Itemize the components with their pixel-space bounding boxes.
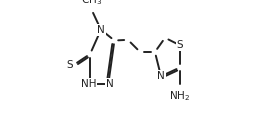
Text: NH: NH — [81, 79, 96, 89]
Text: CH$_3$: CH$_3$ — [81, 0, 102, 7]
Text: N: N — [97, 25, 105, 35]
Text: S: S — [66, 60, 73, 70]
Text: NH$_2$: NH$_2$ — [169, 89, 191, 103]
Text: N: N — [157, 71, 165, 81]
Text: N: N — [106, 79, 114, 89]
Text: S: S — [177, 40, 183, 50]
